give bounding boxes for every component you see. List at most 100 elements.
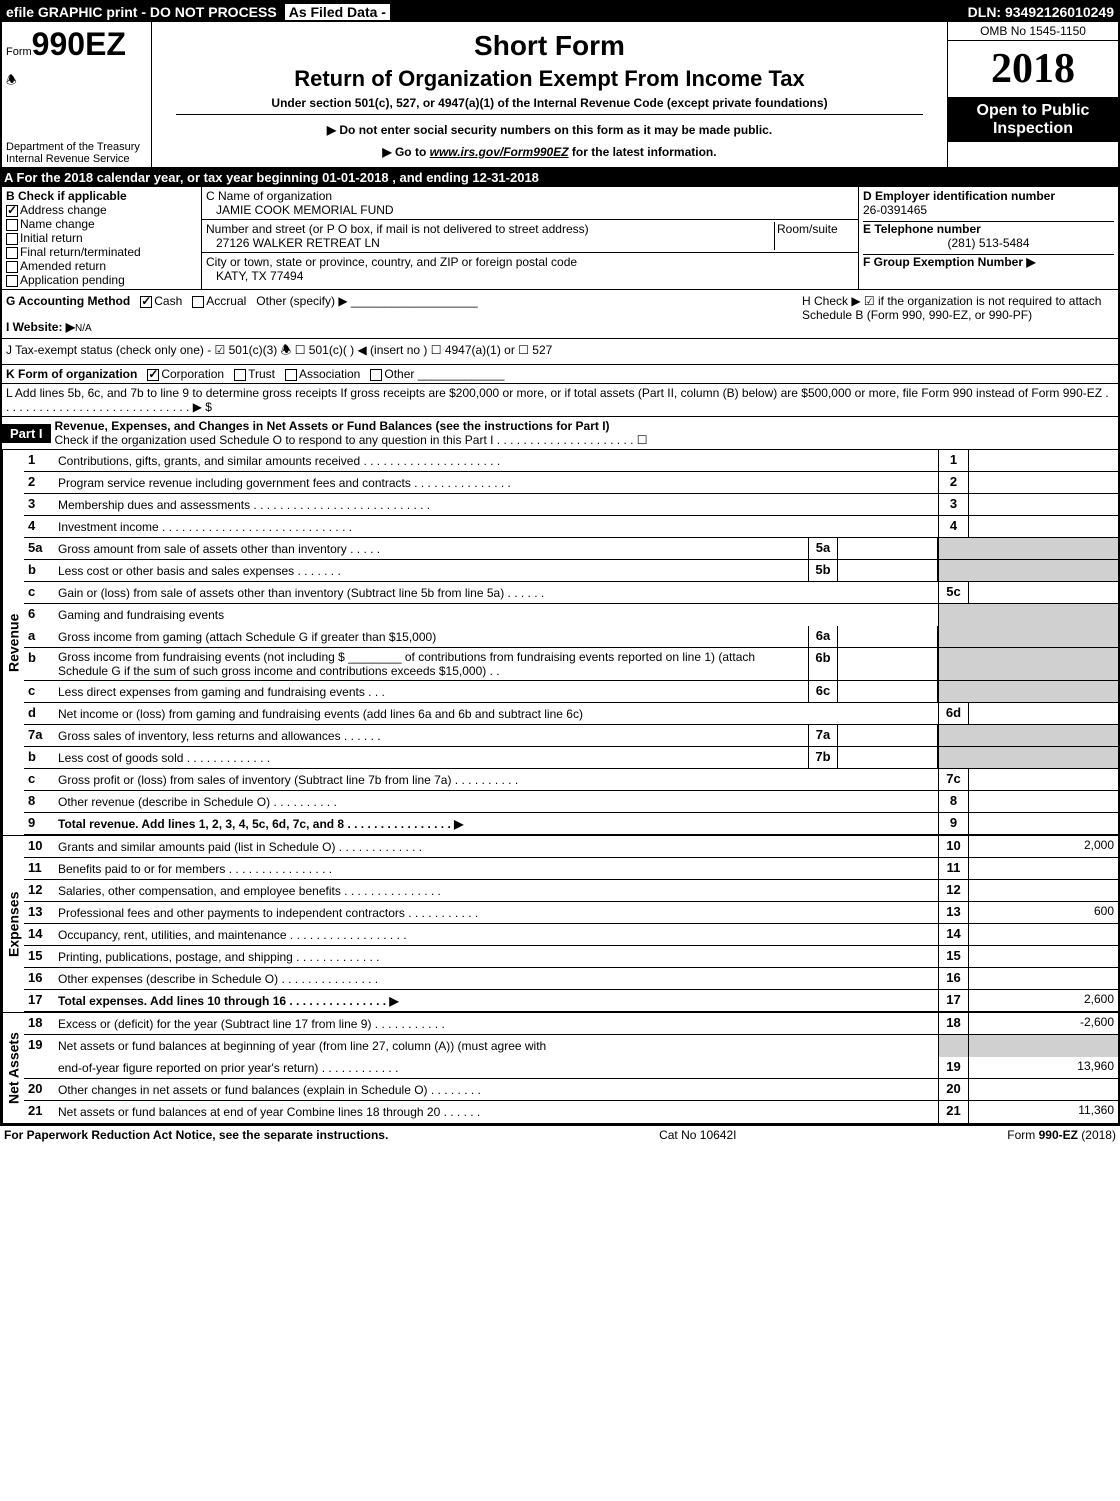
line-8: Other revenue (describe in Schedule O) .…: [54, 791, 938, 812]
line-6a: Gross income from gaming (attach Schedul…: [54, 626, 808, 647]
corp-check[interactable]: [147, 369, 159, 381]
warn1: ▶ Do not enter social security numbers o…: [160, 123, 939, 137]
year: 2018: [948, 41, 1118, 98]
info-grid: B Check if applicable Address change Nam…: [2, 187, 1118, 290]
return-title: Return of Organization Exempt From Incom…: [160, 66, 939, 92]
e-label: E Telephone number: [863, 222, 981, 236]
val-10: 2,000: [968, 836, 1118, 857]
right-box: OMB No 1545-1150 2018 Open to Public Ins…: [948, 22, 1118, 167]
form-box: Form990EZ 🕭: [2, 22, 152, 139]
part1-sub: Check if the organization used Schedule …: [55, 433, 648, 447]
initial-label: Initial return: [20, 231, 83, 245]
part1-label: Part I: [2, 424, 51, 443]
f-label: F Group Exemption Number ▶: [863, 255, 1036, 269]
omb: OMB No 1545-1150: [948, 22, 1118, 41]
assoc-check[interactable]: [285, 369, 297, 381]
line-19b: end-of-year figure reported on prior yea…: [54, 1057, 938, 1078]
g-label: G Accounting Method: [6, 294, 130, 308]
form-prefix: Form: [6, 46, 32, 58]
line-9: Total revenue. Add lines 1, 2, 3, 4, 5c,…: [54, 813, 938, 834]
addr-label: Number and street (or P O box, if mail i…: [206, 222, 589, 236]
line-1: Contributions, gifts, grants, and simila…: [54, 450, 938, 471]
line-6: Gaming and fundraising events: [54, 604, 938, 626]
footer: For Paperwork Reduction Act Notice, see …: [0, 1125, 1120, 1144]
city-val: KATY, TX 77494: [206, 269, 854, 283]
h-box: H Check ▶ ☑ if the organization is not r…: [798, 290, 1118, 338]
corp-label: Corporation: [161, 367, 224, 381]
warn2: ▶ Go to www.irs.gov/Form990EZ for the la…: [160, 145, 939, 159]
other-label: Other (specify) ▶: [256, 294, 347, 308]
line-2: Program service revenue including govern…: [54, 472, 938, 493]
dept1: Department of the Treasury: [6, 141, 147, 153]
cash-check[interactable]: [140, 296, 152, 308]
c-label: C Name of organization: [206, 189, 854, 203]
accrual-check[interactable]: [192, 296, 204, 308]
line-7b: Less cost of goods sold . . . . . . . . …: [54, 747, 808, 768]
revenue-side: Revenue: [2, 450, 24, 835]
line-16: Other expenses (describe in Schedule O) …: [54, 968, 938, 989]
amend-check[interactable]: [6, 261, 18, 273]
val-21: 11,360: [968, 1101, 1118, 1123]
header-bar: efile GRAPHIC print - DO NOT PROCESS As …: [2, 2, 1118, 22]
footer-left: For Paperwork Reduction Act Notice, see …: [4, 1128, 388, 1142]
line-14: Occupancy, rent, utilities, and maintena…: [54, 924, 938, 945]
d-label: D Employer identification number: [863, 189, 1055, 203]
line-17: Total expenses. Add lines 10 through 16 …: [54, 990, 938, 1011]
gh-row: G Accounting Method Cash Accrual Other (…: [2, 290, 1118, 339]
form-container: efile GRAPHIC print - DO NOT PROCESS As …: [0, 0, 1120, 1125]
addr-change-check[interactable]: [6, 205, 18, 217]
k-label: K Form of organization: [6, 367, 137, 381]
footer-right: Form 990-EZ (2018): [1007, 1128, 1116, 1142]
line-12: Salaries, other compensation, and employ…: [54, 880, 938, 901]
dln: DLN: 93492126010249: [968, 4, 1114, 20]
d-val: 26-0391465: [863, 203, 1114, 222]
city-label: City or town, state or province, country…: [206, 255, 854, 269]
irs-link[interactable]: www.irs.gov/Form990EZ: [430, 145, 569, 159]
k-row: K Form of organization Corporation Trust…: [2, 365, 1118, 384]
e-val: (281) 513-5484: [863, 236, 1114, 255]
top-row: Form990EZ 🕭 Department of the Treasury I…: [2, 22, 1118, 168]
subtitle: Under section 501(c), 527, or 4947(a)(1)…: [176, 96, 924, 115]
initial-check[interactable]: [6, 233, 18, 245]
footer-mid: Cat No 10642I: [659, 1128, 736, 1142]
name-change-check[interactable]: [6, 219, 18, 231]
revenue-block: Revenue 1Contributions, gifts, grants, a…: [2, 450, 1118, 835]
l-row: L Add lines 5b, 6c, and 7b to line 9 to …: [2, 384, 1118, 417]
line-11: Benefits paid to or for members . . . . …: [54, 858, 938, 879]
expenses-block: Expenses 10Grants and similar amounts pa…: [2, 835, 1118, 1012]
short-form: Short Form: [160, 30, 939, 62]
final-label: Final return/terminated: [20, 245, 141, 259]
k-other-check[interactable]: [370, 369, 382, 381]
trust-check[interactable]: [234, 369, 246, 381]
netassets-block: Net Assets 18Excess or (deficit) for the…: [2, 1012, 1118, 1123]
line-6b: Gross income from fundraising events (no…: [54, 648, 808, 680]
g-box: G Accounting Method Cash Accrual Other (…: [2, 290, 798, 338]
line-10: Grants and similar amounts paid (list in…: [54, 836, 938, 857]
c-val: JAMIE COOK MEMORIAL FUND: [206, 203, 854, 217]
line-5a: Gross amount from sale of assets other t…: [54, 538, 808, 559]
accrual-label: Accrual: [206, 294, 246, 308]
line-15: Printing, publications, postage, and shi…: [54, 946, 938, 967]
app-check[interactable]: [6, 275, 18, 287]
dept-box: Department of the Treasury Internal Reve…: [2, 139, 152, 167]
dept2: Internal Revenue Service: [6, 153, 147, 165]
line-20: Other changes in net assets or fund bala…: [54, 1079, 938, 1100]
as-filed-box: As Filed Data -: [285, 4, 390, 20]
line-6d: Net income or (loss) from gaming and fun…: [54, 703, 938, 724]
col-d: D Employer identification number 26-0391…: [858, 187, 1118, 289]
line-5b: Less cost or other basis and sales expen…: [54, 560, 808, 581]
final-check[interactable]: [6, 247, 18, 259]
line-7c: Gross profit or (loss) from sales of inv…: [54, 769, 938, 790]
amend-label: Amended return: [20, 259, 106, 273]
b-header: B Check if applicable: [6, 189, 127, 203]
line-5c: Gain or (loss) from sale of assets other…: [54, 582, 938, 603]
row-a: A For the 2018 calendar year, or tax yea…: [2, 168, 1118, 187]
i-label: I Website: ▶: [6, 320, 75, 334]
expenses-side: Expenses: [2, 836, 24, 1012]
line-7a: Gross sales of inventory, less returns a…: [54, 725, 808, 746]
trust-label: Trust: [248, 367, 275, 381]
line-19a: Net assets or fund balances at beginning…: [54, 1035, 938, 1057]
part1-title: Revenue, Expenses, and Changes in Net As…: [55, 419, 610, 433]
addr-change-label: Address change: [20, 203, 107, 217]
val-13: 600: [968, 902, 1118, 923]
